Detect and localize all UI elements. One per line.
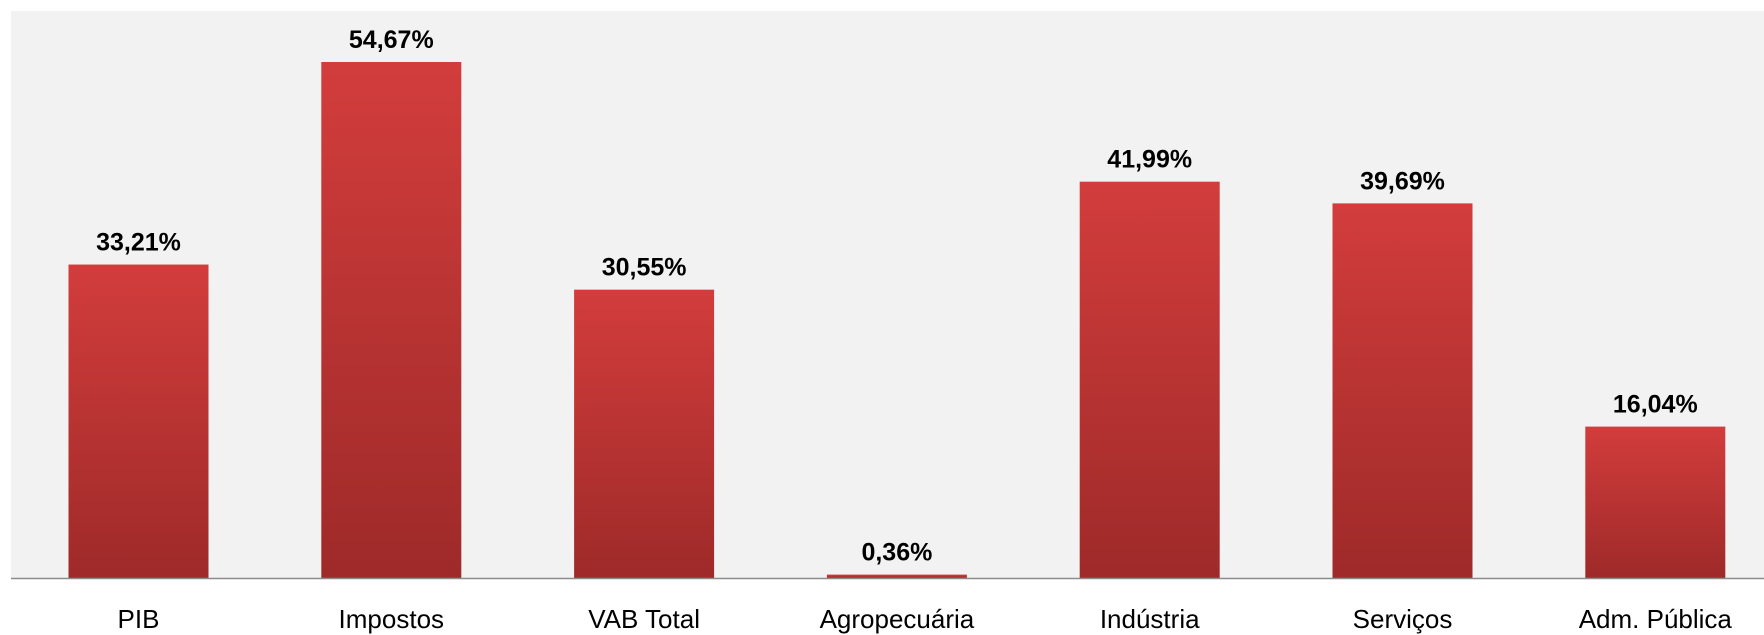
bar (68, 264, 209, 578)
value-label: 39,69% (1360, 167, 1445, 195)
x-tick-label: Serviços (1353, 604, 1453, 634)
bar (321, 62, 462, 578)
x-tick-label: Adm. Pública (1579, 604, 1733, 634)
value-label: 41,99% (1107, 146, 1192, 174)
value-label: 0,36% (861, 539, 932, 567)
value-label: 33,21% (96, 229, 181, 257)
value-label: 54,67% (349, 26, 434, 54)
bars (68, 62, 1726, 578)
bar (574, 289, 715, 578)
bar (1079, 181, 1220, 578)
bar (1332, 203, 1473, 578)
bar (1585, 426, 1726, 578)
x-tick-label: VAB Total (588, 604, 700, 634)
value-label: 16,04% (1613, 391, 1698, 419)
value-label: 30,55% (602, 254, 687, 282)
x-tick-label: Indústria (1100, 604, 1200, 634)
plot-background (11, 11, 1764, 578)
x-tick-label: Impostos (339, 604, 445, 634)
x-tick-label: Agropecuária (820, 604, 975, 634)
bar (826, 574, 967, 578)
x-tick-label: PIB (118, 604, 160, 634)
